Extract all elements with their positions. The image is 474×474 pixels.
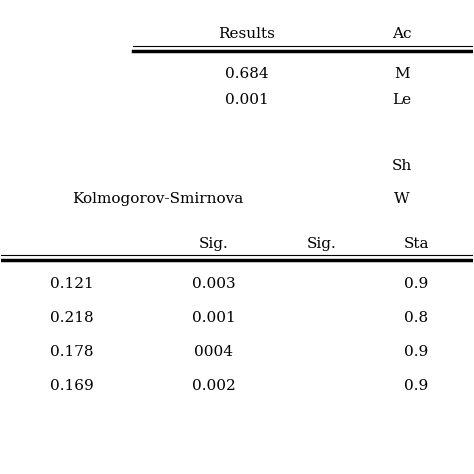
Text: Le: Le	[392, 93, 411, 107]
Text: W: W	[394, 192, 410, 206]
Text: Sig.: Sig.	[199, 237, 228, 251]
Text: 0.218: 0.218	[50, 311, 94, 325]
Text: 0.003: 0.003	[191, 277, 235, 291]
Text: 0.9: 0.9	[404, 345, 428, 359]
Text: 0.002: 0.002	[191, 379, 235, 393]
Text: 0.9: 0.9	[404, 379, 428, 393]
Text: Sig.: Sig.	[307, 237, 337, 251]
Text: 0.001: 0.001	[191, 311, 235, 325]
Text: 0.169: 0.169	[50, 379, 94, 393]
Text: 0.121: 0.121	[50, 277, 94, 291]
Text: Results: Results	[218, 27, 275, 41]
Text: 0004: 0004	[194, 345, 233, 359]
Text: Ac: Ac	[392, 27, 412, 41]
Text: 0.8: 0.8	[404, 311, 428, 325]
Text: 0.9: 0.9	[404, 277, 428, 291]
Text: Sta: Sta	[403, 237, 429, 251]
Text: Sh: Sh	[392, 159, 412, 173]
Text: 0.001: 0.001	[225, 93, 268, 107]
Text: 0.178: 0.178	[50, 345, 94, 359]
Text: M: M	[394, 67, 410, 82]
Text: Kolmogorov-Smirnova: Kolmogorov-Smirnova	[72, 192, 243, 206]
Text: 0.684: 0.684	[225, 67, 268, 82]
